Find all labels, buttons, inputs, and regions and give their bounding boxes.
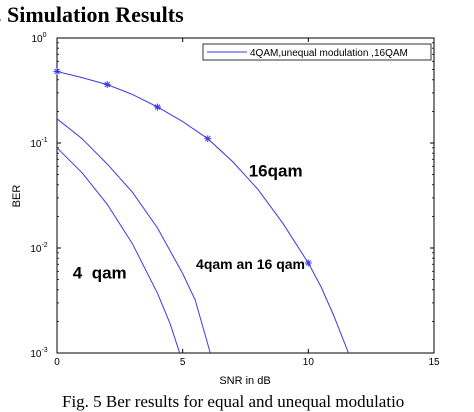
y-tick-label: 10-2	[30, 242, 47, 255]
y-tick-label-base: 10	[30, 244, 42, 255]
annotation-label: 4 qam	[73, 264, 127, 283]
series-line-2	[57, 147, 181, 353]
x-tick-label: 10	[303, 357, 315, 368]
annotation-label: 4qam an 16 qam	[196, 256, 305, 272]
series-line-1	[57, 118, 211, 353]
y-axis-label: BER	[11, 185, 23, 208]
y-tick-label: 100	[31, 32, 46, 45]
y-tick-label-exponent: 0	[43, 32, 47, 39]
y-tick-label-exponent: -2	[41, 242, 47, 249]
series-line-0	[57, 71, 349, 353]
y-tick-label: 10-1	[30, 137, 47, 150]
figure-caption: Fig. 5 Ber results for equal and unequal…	[62, 392, 404, 411]
star-marker	[304, 259, 312, 267]
y-tick-label-base: 10	[31, 34, 43, 45]
annotation-group: 16qam 4qam an 16 qam 4 qam	[73, 161, 305, 282]
y-tick-label: 10-3	[30, 347, 47, 360]
x-tick-label: 5	[180, 357, 186, 368]
x-axis-label: SNR in dB	[219, 375, 270, 387]
x-tick-label: 0	[54, 357, 60, 368]
legend: 4QAM,unequal modulation ,16QAM	[202, 43, 432, 61]
star-marker	[53, 67, 61, 75]
star-marker	[103, 81, 111, 89]
y-tick-label-exponent: -3	[41, 347, 47, 354]
plot-frame	[56, 37, 435, 354]
legend-entry: 4QAM,unequal modulation ,16QAM	[250, 48, 408, 59]
star-marker	[204, 135, 212, 143]
y-tick-label-base: 10	[30, 139, 42, 150]
series-group	[53, 67, 349, 353]
star-marker	[154, 103, 162, 111]
y-tick-label-exponent: -1	[41, 137, 47, 144]
x-tick-label: 15	[428, 357, 440, 368]
annotation-label: 16qam	[249, 161, 303, 180]
section-heading: . Simulation Results	[0, 2, 184, 27]
y-tick-label-base: 10	[30, 349, 42, 360]
legend-box	[202, 43, 432, 61]
